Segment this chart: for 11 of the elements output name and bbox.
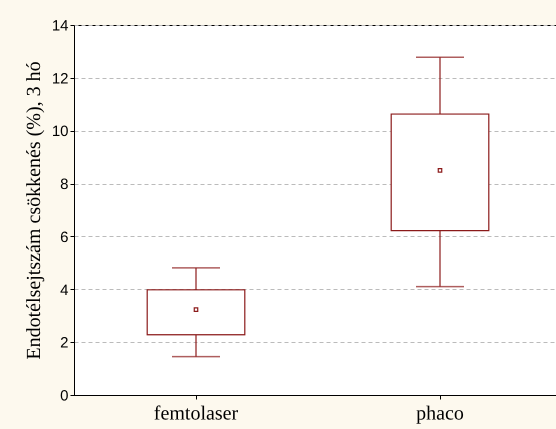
y-tick-label: 14 — [52, 18, 68, 34]
y-tick-label: 4 — [60, 282, 68, 299]
x-tick-label: femtolaser — [154, 402, 239, 424]
y-tick-label: 0 — [60, 388, 68, 404]
y-tick-label: 6 — [60, 228, 68, 246]
y-tick-label: 8 — [60, 176, 68, 194]
y-axis-title: Endotélsejtszám csökkenés (%), 3 hó — [22, 61, 45, 360]
x-tick-label: phaco — [416, 402, 464, 424]
y-tick-label: 2 — [60, 334, 68, 352]
y-tick-label: 10 — [52, 123, 68, 140]
y-tick-label: 12 — [52, 70, 68, 88]
